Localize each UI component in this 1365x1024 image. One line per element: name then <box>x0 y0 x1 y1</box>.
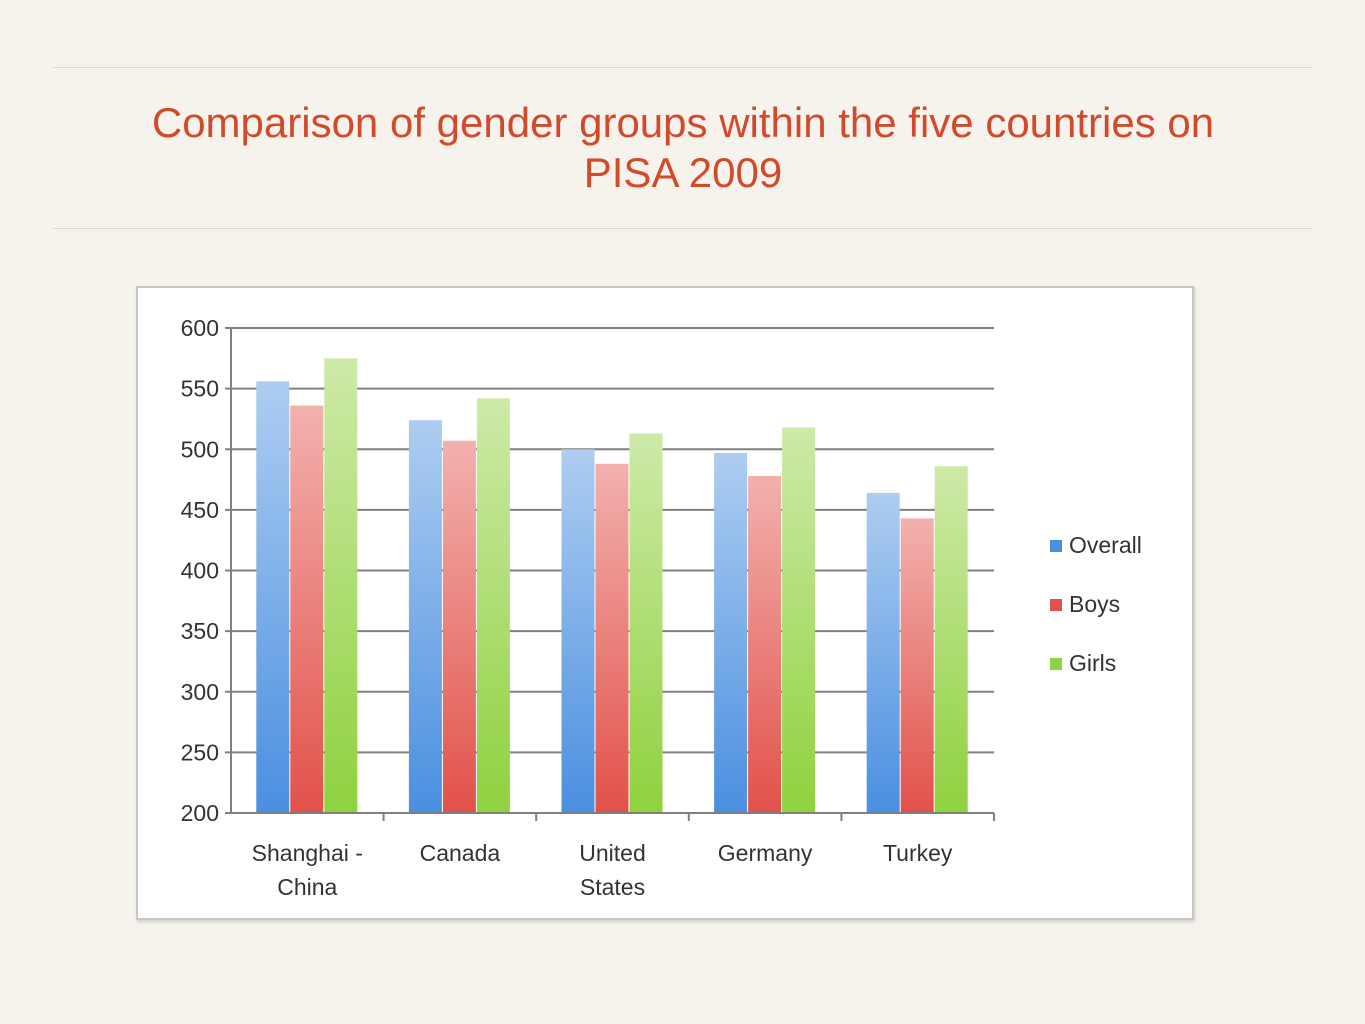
legend-label-overall: Overall <box>1069 532 1142 558</box>
bar-chart: 200 250 300 350 400 450 500 550 600 Shanghai - Chi… <box>181 315 1142 900</box>
legend-swatch-boys <box>1050 599 1062 611</box>
x-tick-label: Germany <box>718 840 813 866</box>
y-tick-label: 300 <box>181 679 219 705</box>
axes: 200 250 300 350 400 450 500 550 600 Shanghai - Chi… <box>181 315 995 900</box>
bar-boys <box>290 405 324 813</box>
y-tick-label: 450 <box>181 497 219 523</box>
x-tick-label: States <box>580 874 645 900</box>
bar-overall <box>561 449 595 813</box>
legend-label-girls: Girls <box>1069 650 1116 676</box>
legend: Overall Boys Girls <box>1050 532 1142 676</box>
top-divider <box>53 67 1313 68</box>
y-tick-label: 500 <box>181 436 219 462</box>
bar-overall <box>408 420 442 813</box>
bar-boys <box>595 463 629 813</box>
legend-swatch-girls <box>1050 658 1062 670</box>
bar-overall <box>256 381 290 813</box>
y-tick-label: 600 <box>181 315 219 341</box>
x-tick-label: China <box>277 874 337 900</box>
slide-title-line-2: PISA 2009 <box>583 149 783 196</box>
bar-girls <box>324 358 358 813</box>
y-tick-label: 400 <box>181 558 219 584</box>
x-tick-label: Turkey <box>883 840 953 866</box>
bars <box>256 358 968 813</box>
bar-overall <box>866 492 900 813</box>
bar-boys <box>748 475 782 813</box>
y-tick-label: 200 <box>181 800 219 826</box>
chart-frame: 200 250 300 350 400 450 500 550 600 Shanghai - Chi… <box>136 286 1194 920</box>
y-tick-label: 550 <box>181 376 219 402</box>
y-tick-label: 250 <box>181 739 219 765</box>
bar-boys <box>900 518 934 813</box>
legend-swatch-overall <box>1050 540 1062 552</box>
bar-girls <box>476 398 510 813</box>
bar-boys <box>442 440 476 813</box>
bar-girls <box>934 466 968 813</box>
x-tick-label: United <box>579 840 645 866</box>
bar-girls <box>782 427 816 813</box>
slide-title: Comparison of gender groups within the f… <box>53 98 1313 198</box>
bottom-divider <box>53 228 1313 229</box>
legend-label-boys: Boys <box>1069 591 1120 617</box>
bar-girls <box>629 433 663 813</box>
x-tick-label: Shanghai - <box>252 840 363 866</box>
y-tick-label: 350 <box>181 618 219 644</box>
x-tick-label: Canada <box>420 840 501 866</box>
slide-title-line-1: Comparison of gender groups within the f… <box>151 99 1215 146</box>
bar-overall <box>714 452 748 813</box>
